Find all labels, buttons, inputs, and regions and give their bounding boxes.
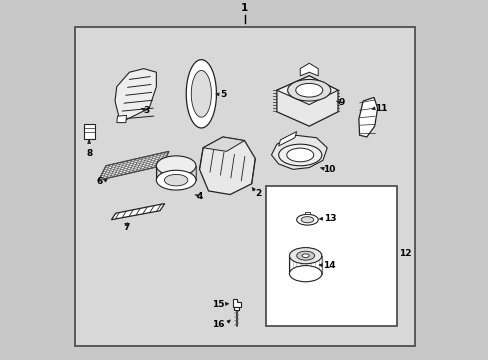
Ellipse shape <box>287 80 330 101</box>
Polygon shape <box>358 98 377 137</box>
Text: 5: 5 <box>220 90 226 99</box>
Ellipse shape <box>286 148 313 162</box>
Ellipse shape <box>302 254 308 257</box>
Polygon shape <box>276 76 337 105</box>
Ellipse shape <box>289 266 321 282</box>
Ellipse shape <box>164 174 187 186</box>
Polygon shape <box>191 71 211 117</box>
Text: 16: 16 <box>212 320 224 329</box>
Ellipse shape <box>296 251 314 260</box>
Polygon shape <box>305 212 309 214</box>
Polygon shape <box>111 203 164 220</box>
Polygon shape <box>232 299 241 307</box>
Polygon shape <box>276 76 337 126</box>
Ellipse shape <box>295 84 322 97</box>
Text: 10: 10 <box>322 165 335 174</box>
Text: 2: 2 <box>255 189 261 198</box>
Polygon shape <box>300 63 318 76</box>
Polygon shape <box>271 135 326 169</box>
Text: 7: 7 <box>122 224 129 233</box>
Text: 3: 3 <box>143 105 149 114</box>
Text: 8: 8 <box>86 149 92 158</box>
Polygon shape <box>99 151 169 180</box>
Text: 1: 1 <box>241 3 247 13</box>
Text: 11: 11 <box>374 104 386 113</box>
Polygon shape <box>233 307 239 310</box>
Text: 9: 9 <box>338 98 345 107</box>
Bar <box>265 185 397 326</box>
Text: 6: 6 <box>96 177 102 186</box>
Ellipse shape <box>156 170 196 190</box>
Text: 13: 13 <box>323 214 335 223</box>
Ellipse shape <box>289 248 321 264</box>
Ellipse shape <box>156 156 196 176</box>
Polygon shape <box>203 137 244 151</box>
Polygon shape <box>278 132 296 146</box>
Text: 14: 14 <box>322 261 335 270</box>
Bar <box>75 27 414 346</box>
Text: 15: 15 <box>212 300 224 309</box>
Text: 12: 12 <box>398 249 411 258</box>
Polygon shape <box>84 125 95 139</box>
Text: 4: 4 <box>197 192 203 201</box>
Polygon shape <box>199 137 255 194</box>
Ellipse shape <box>278 144 321 166</box>
Polygon shape <box>115 69 156 123</box>
Polygon shape <box>186 60 216 128</box>
Polygon shape <box>117 116 126 123</box>
Ellipse shape <box>296 214 318 225</box>
Ellipse shape <box>301 217 313 223</box>
